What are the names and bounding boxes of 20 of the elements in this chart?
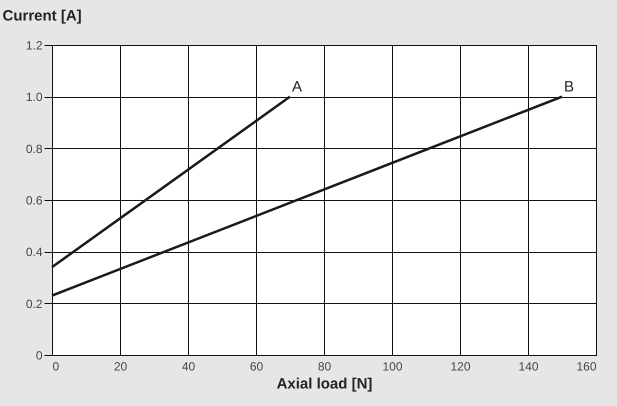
y-tick-label: 1.2: [26, 38, 43, 52]
y-axis-title: Current [A]: [2, 8, 82, 24]
x-tick-label: 20: [114, 360, 128, 374]
y-tick-label: 0.8: [26, 142, 43, 156]
y-tick-label: 1.0: [26, 90, 43, 104]
series-label: B: [564, 78, 574, 96]
y-tick-label: 0.2: [26, 296, 43, 311]
x-tick-label: 0: [52, 360, 60, 374]
y-tick-label: 0: [36, 348, 43, 362]
x-tick-label: 140: [518, 360, 539, 374]
x-tick-label: 40: [182, 360, 196, 374]
series-label: A: [292, 78, 302, 96]
x-tick-label: 160: [576, 360, 597, 374]
x-tick-label: 80: [318, 360, 332, 374]
y-tick-label: 0.6: [26, 194, 43, 208]
x-tick-label: 60: [250, 360, 264, 374]
y-tick-label: 0.4: [26, 245, 43, 260]
x-tick-label: 120: [450, 360, 471, 374]
x-axis-title: Axial load [N]: [276, 376, 372, 392]
x-tick-label: 100: [382, 360, 403, 374]
